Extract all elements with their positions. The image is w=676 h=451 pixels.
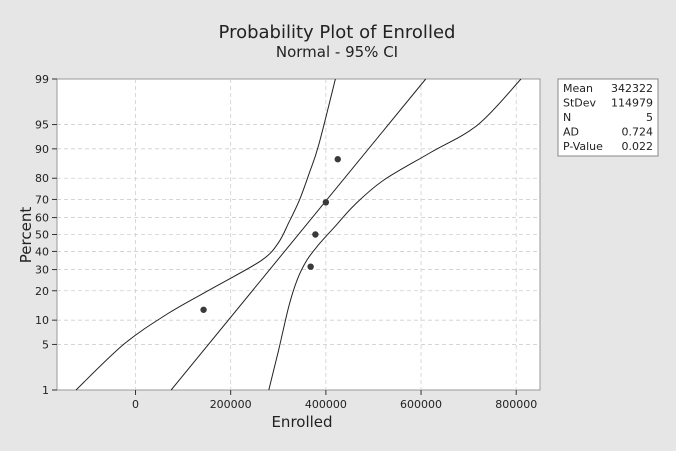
stat-value: 0.724 bbox=[622, 126, 654, 139]
data-point bbox=[322, 199, 330, 206]
x-tick-label: 200000 bbox=[210, 398, 252, 411]
stat-label: AD bbox=[563, 126, 579, 139]
fit-line bbox=[170, 78, 427, 391]
stats-rows: Mean 342322 StDev 114979 N 5 AD 0.724 P-Value 0.0… bbox=[563, 82, 653, 153]
stat-label: N bbox=[563, 111, 571, 124]
x-tick-label: 0 bbox=[132, 398, 139, 411]
stats-box-frame bbox=[557, 78, 659, 157]
y-tick-label: 20 bbox=[35, 285, 49, 298]
data-point bbox=[312, 231, 319, 238]
y-tick-label: 95 bbox=[35, 119, 49, 132]
confidence-bands bbox=[75, 78, 522, 391]
y-tick-label: 10 bbox=[35, 314, 49, 327]
y-tick-label: 40 bbox=[35, 245, 49, 258]
stat-value: 342322 bbox=[611, 82, 653, 95]
ci-upper-band bbox=[75, 78, 336, 391]
stat-label: StDev bbox=[563, 97, 597, 110]
y-axis-label: Percent bbox=[17, 207, 35, 264]
data-point bbox=[307, 263, 314, 270]
x-tick-label: 400000 bbox=[305, 398, 347, 411]
data-points bbox=[200, 156, 341, 313]
y-ticks: 1 5 10 20 30 40 50 60 70 80 90 95 99 bbox=[35, 73, 57, 397]
y-tick-label: 1 bbox=[42, 384, 49, 397]
ci-lower-band bbox=[268, 78, 522, 391]
data-point bbox=[334, 156, 341, 163]
y-tick-label: 99 bbox=[35, 73, 49, 86]
stats-box: Mean 342322 StDev 114979 N 5 AD 0.724 P-Value 0.0… bbox=[557, 78, 659, 157]
y-tick-label: 80 bbox=[35, 172, 49, 185]
y-tick-label: 30 bbox=[35, 264, 49, 277]
y-tick-label: 70 bbox=[35, 193, 49, 206]
stat-label: P-Value bbox=[563, 140, 603, 153]
chart-title: Probability Plot of Enrolled bbox=[219, 22, 456, 43]
x-tick-label: 800000 bbox=[495, 398, 537, 411]
x-ticks: 0 200000 400000 600000 800000 bbox=[132, 390, 537, 411]
fit-line-group bbox=[170, 78, 427, 391]
stat-label: Mean bbox=[563, 82, 593, 95]
y-tick-label: 60 bbox=[35, 212, 49, 225]
stat-value: 114979 bbox=[611, 97, 653, 110]
data-point bbox=[200, 306, 207, 313]
x-axis-label: Enrolled bbox=[271, 413, 332, 431]
y-tick-label: 5 bbox=[42, 338, 49, 351]
stat-value: 5 bbox=[646, 111, 653, 124]
stat-value: 0.022 bbox=[622, 140, 654, 153]
y-tick-label: 90 bbox=[35, 143, 49, 156]
chart-subtitle: Normal - 95% CI bbox=[276, 43, 398, 61]
x-tick-label: 600000 bbox=[400, 398, 442, 411]
y-tick-label: 50 bbox=[35, 229, 49, 242]
